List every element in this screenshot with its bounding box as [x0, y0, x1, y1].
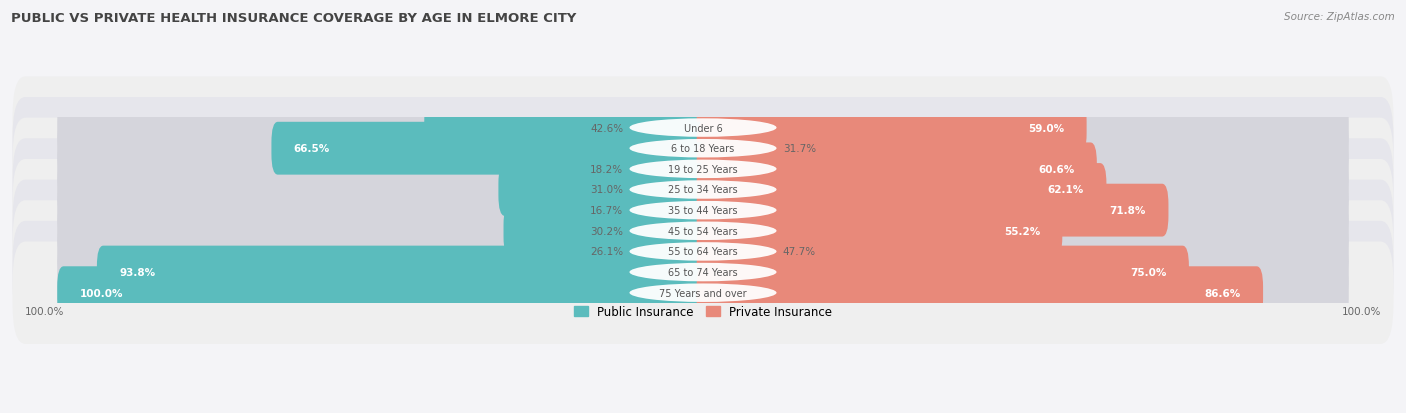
FancyBboxPatch shape [271, 123, 710, 175]
Ellipse shape [630, 181, 776, 199]
FancyBboxPatch shape [696, 184, 1168, 237]
FancyBboxPatch shape [58, 102, 710, 154]
Text: 30.2%: 30.2% [591, 226, 623, 236]
FancyBboxPatch shape [696, 267, 1348, 319]
Text: 25 to 34 Years: 25 to 34 Years [668, 185, 738, 195]
FancyBboxPatch shape [13, 139, 1393, 241]
FancyBboxPatch shape [530, 225, 710, 278]
Text: Under 6: Under 6 [683, 123, 723, 133]
FancyBboxPatch shape [13, 221, 1393, 323]
Text: 45 to 54 Years: 45 to 54 Years [668, 226, 738, 236]
Text: 55.2%: 55.2% [1004, 226, 1040, 236]
FancyBboxPatch shape [696, 123, 1348, 175]
FancyBboxPatch shape [696, 246, 1189, 299]
Text: 75 Years and over: 75 Years and over [659, 288, 747, 298]
FancyBboxPatch shape [58, 205, 710, 258]
FancyBboxPatch shape [13, 242, 1393, 344]
FancyBboxPatch shape [13, 119, 1393, 221]
FancyBboxPatch shape [696, 164, 1348, 216]
Ellipse shape [630, 160, 776, 179]
FancyBboxPatch shape [696, 164, 1107, 216]
Text: 60.6%: 60.6% [1038, 164, 1074, 174]
FancyBboxPatch shape [13, 159, 1393, 262]
Text: 66.5%: 66.5% [294, 144, 330, 154]
Text: 31.7%: 31.7% [783, 144, 815, 154]
Ellipse shape [630, 263, 776, 282]
Text: 75.0%: 75.0% [1130, 268, 1167, 278]
FancyBboxPatch shape [58, 143, 710, 196]
Text: 47.7%: 47.7% [783, 247, 815, 257]
Ellipse shape [630, 140, 776, 158]
Text: 42.6%: 42.6% [591, 123, 623, 133]
Text: 35 to 44 Years: 35 to 44 Years [668, 206, 738, 216]
Ellipse shape [630, 202, 776, 220]
Text: 18.2%: 18.2% [591, 164, 623, 174]
FancyBboxPatch shape [503, 205, 710, 258]
FancyBboxPatch shape [696, 102, 1087, 154]
Text: Source: ZipAtlas.com: Source: ZipAtlas.com [1284, 12, 1395, 22]
Text: 6 to 18 Years: 6 to 18 Years [672, 144, 734, 154]
FancyBboxPatch shape [581, 143, 710, 196]
FancyBboxPatch shape [58, 267, 710, 319]
FancyBboxPatch shape [58, 225, 710, 278]
Ellipse shape [630, 284, 776, 302]
Ellipse shape [630, 119, 776, 138]
FancyBboxPatch shape [696, 123, 912, 175]
FancyBboxPatch shape [498, 164, 710, 216]
FancyBboxPatch shape [58, 123, 710, 175]
Text: PUBLIC VS PRIVATE HEALTH INSURANCE COVERAGE BY AGE IN ELMORE CITY: PUBLIC VS PRIVATE HEALTH INSURANCE COVER… [11, 12, 576, 25]
Text: 62.1%: 62.1% [1047, 185, 1084, 195]
FancyBboxPatch shape [58, 184, 710, 237]
Text: 55 to 64 Years: 55 to 64 Years [668, 247, 738, 257]
FancyBboxPatch shape [97, 246, 710, 299]
FancyBboxPatch shape [13, 201, 1393, 303]
FancyBboxPatch shape [696, 102, 1348, 154]
FancyBboxPatch shape [13, 180, 1393, 282]
FancyBboxPatch shape [591, 184, 710, 237]
FancyBboxPatch shape [696, 143, 1348, 196]
FancyBboxPatch shape [696, 143, 1097, 196]
FancyBboxPatch shape [13, 77, 1393, 179]
FancyBboxPatch shape [696, 246, 1348, 299]
FancyBboxPatch shape [696, 205, 1063, 258]
Text: 93.8%: 93.8% [120, 268, 156, 278]
Text: 26.1%: 26.1% [591, 247, 623, 257]
Text: 31.0%: 31.0% [591, 185, 623, 195]
Text: 100.0%: 100.0% [1341, 306, 1381, 316]
FancyBboxPatch shape [13, 98, 1393, 200]
Text: 59.0%: 59.0% [1028, 123, 1064, 133]
Ellipse shape [630, 222, 776, 240]
Text: 65 to 74 Years: 65 to 74 Years [668, 268, 738, 278]
FancyBboxPatch shape [696, 225, 1014, 278]
Ellipse shape [630, 242, 776, 261]
Text: 71.8%: 71.8% [1109, 206, 1146, 216]
FancyBboxPatch shape [696, 184, 1348, 237]
FancyBboxPatch shape [696, 267, 1263, 319]
FancyBboxPatch shape [58, 246, 710, 299]
Text: 100.0%: 100.0% [25, 306, 65, 316]
Text: 86.6%: 86.6% [1205, 288, 1240, 298]
Text: 19 to 25 Years: 19 to 25 Years [668, 164, 738, 174]
FancyBboxPatch shape [696, 225, 1348, 278]
FancyBboxPatch shape [58, 267, 710, 319]
Text: 16.7%: 16.7% [591, 206, 623, 216]
FancyBboxPatch shape [425, 102, 710, 154]
Legend: Public Insurance, Private Insurance: Public Insurance, Private Insurance [569, 301, 837, 323]
FancyBboxPatch shape [696, 205, 1348, 258]
Text: 100.0%: 100.0% [80, 288, 124, 298]
FancyBboxPatch shape [58, 164, 710, 216]
